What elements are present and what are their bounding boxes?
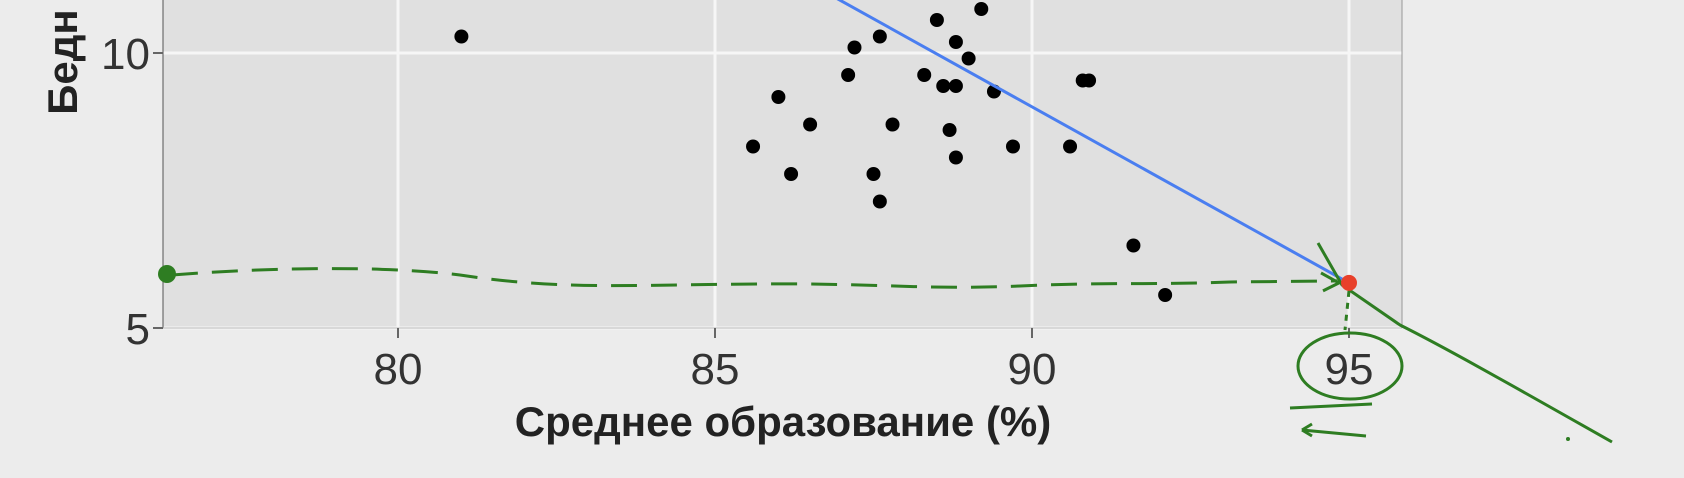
data-point [1082, 73, 1097, 88]
y-axis-title: Бедн [39, 9, 86, 115]
x-tick-label-circled: 95 [1325, 345, 1374, 394]
data-point [1158, 288, 1173, 302]
handwritten-annotations [158, 242, 1613, 444]
data-point [866, 167, 881, 181]
circle-around-95 [1296, 331, 1404, 401]
y-axis-dot [158, 265, 176, 283]
data-point [948, 35, 963, 49]
regression-line [836, 0, 1350, 285]
y-tick-labels: 5 10 [101, 30, 150, 354]
data-point [847, 40, 862, 55]
data-points [454, 2, 1173, 302]
x-tick-label: 80 [374, 345, 423, 394]
plot-panel [163, 0, 1402, 328]
data-point [1005, 139, 1020, 154]
data-point [803, 117, 818, 132]
y-tick-label: 10 [101, 30, 150, 79]
data-point [936, 79, 951, 93]
data-point [1126, 238, 1141, 253]
data-point [1063, 139, 1078, 154]
x-tick-label: 85 [691, 345, 740, 394]
stray-dot [1566, 437, 1570, 441]
data-point [841, 68, 856, 82]
underline-mark-2 [1301, 428, 1367, 438]
data-point [929, 13, 944, 27]
data-point [872, 29, 887, 44]
x-tick-label: 90 [1008, 345, 1057, 394]
data-point [771, 90, 786, 104]
y-tick-label: 5 [126, 305, 150, 354]
data-point [746, 139, 761, 154]
data-point [948, 150, 963, 165]
arrowhead-mark [1320, 271, 1343, 293]
underline-mark-1 [1289, 402, 1373, 410]
highlight-point [1341, 274, 1357, 291]
data-point [784, 167, 799, 181]
extended-trend-line [1316, 242, 1613, 444]
data-point [454, 29, 469, 44]
data-point [942, 123, 957, 137]
data-point [917, 68, 932, 82]
x-axis-title: Среднее образование (%) [515, 398, 1052, 445]
data-point [961, 51, 976, 66]
underline-arrowhead [1301, 422, 1313, 438]
data-point [885, 117, 900, 132]
x-tick-labels: 80 85 90 95 [374, 345, 1374, 394]
dashed-projection-line [171, 267, 1338, 289]
data-point [948, 79, 963, 93]
data-point [974, 2, 989, 16]
data-point [872, 194, 887, 209]
